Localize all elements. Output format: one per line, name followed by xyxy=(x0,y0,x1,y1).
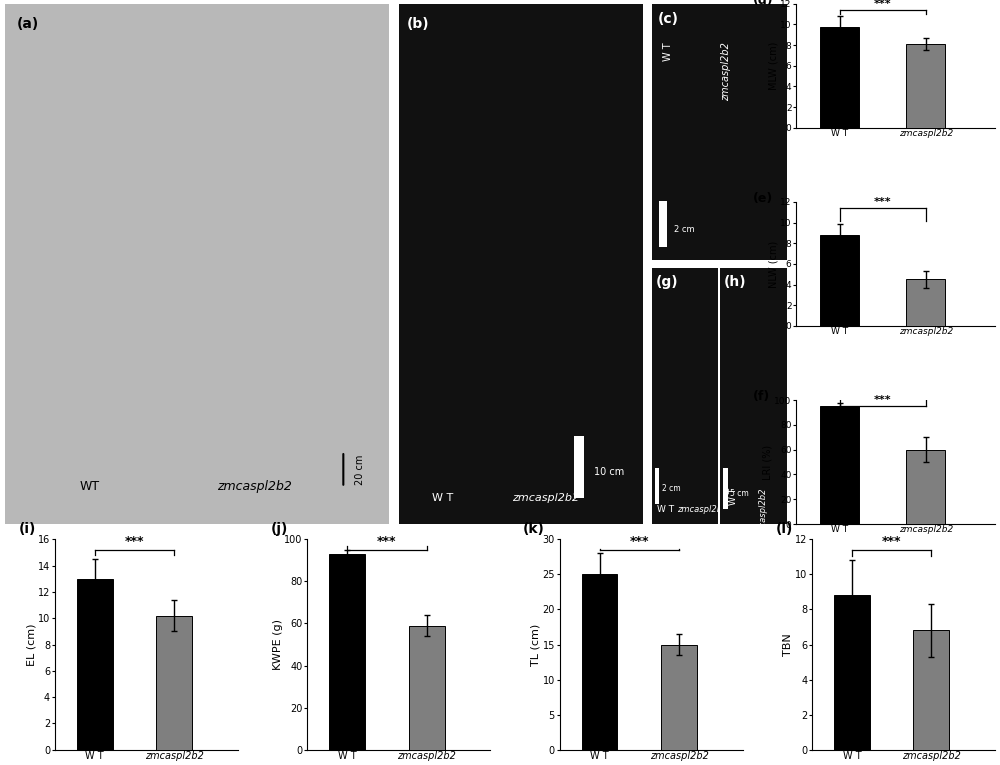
Text: zmcaspl2b2: zmcaspl2b2 xyxy=(677,505,727,514)
Text: 2 cm: 2 cm xyxy=(662,483,681,493)
Text: (g): (g) xyxy=(655,275,678,289)
Bar xyxy=(661,644,697,750)
Text: zmcaspl2b2: zmcaspl2b2 xyxy=(759,488,768,539)
Y-axis label: EL (cm): EL (cm) xyxy=(26,623,36,666)
Text: (f): (f) xyxy=(753,390,770,403)
Text: (i): (i) xyxy=(18,522,36,536)
Text: zmcaspl2b2: zmcaspl2b2 xyxy=(721,42,731,101)
Y-axis label: KWPE (g): KWPE (g) xyxy=(273,619,283,670)
Bar xyxy=(329,554,365,750)
Bar xyxy=(820,27,859,128)
Bar xyxy=(906,44,945,128)
Text: ***: *** xyxy=(377,536,397,549)
Text: ***: *** xyxy=(874,197,892,207)
Y-axis label: MLW (cm): MLW (cm) xyxy=(769,41,779,90)
Y-axis label: LRI (%): LRI (%) xyxy=(763,444,773,480)
Bar xyxy=(409,626,445,750)
Text: 5 cm: 5 cm xyxy=(730,489,749,498)
Bar xyxy=(820,235,859,326)
Text: 10 cm: 10 cm xyxy=(594,467,624,477)
Bar xyxy=(582,575,617,750)
Bar xyxy=(655,467,659,503)
Text: 2 cm: 2 cm xyxy=(674,225,694,234)
Text: (e): (e) xyxy=(753,192,773,205)
Text: (k): (k) xyxy=(523,522,545,536)
Text: W T: W T xyxy=(729,488,738,505)
Text: (h): (h) xyxy=(724,275,746,289)
Bar xyxy=(156,616,192,750)
Text: W T: W T xyxy=(663,42,673,61)
Bar xyxy=(834,595,870,750)
Bar xyxy=(906,450,945,524)
Text: W T: W T xyxy=(432,493,454,503)
Bar xyxy=(820,406,859,524)
Text: ***: *** xyxy=(125,536,144,549)
Text: ***: *** xyxy=(882,536,901,549)
Text: zmcaspl2b2: zmcaspl2b2 xyxy=(217,480,292,493)
Bar xyxy=(659,201,667,247)
Text: 20 cm: 20 cm xyxy=(355,454,365,484)
Text: ***: *** xyxy=(874,396,892,405)
Y-axis label: TBN: TBN xyxy=(783,633,793,656)
Text: ***: *** xyxy=(874,0,892,9)
Text: ***: *** xyxy=(630,536,649,549)
Bar xyxy=(574,435,584,498)
Y-axis label: TL (cm): TL (cm) xyxy=(531,623,541,666)
Text: (a): (a) xyxy=(17,17,39,31)
Y-axis label: NLW (cm): NLW (cm) xyxy=(769,240,779,288)
Bar xyxy=(913,630,949,750)
Text: (j): (j) xyxy=(271,522,288,536)
Text: (l): (l) xyxy=(776,522,793,536)
Text: WT: WT xyxy=(80,480,100,493)
Text: (d): (d) xyxy=(753,0,773,7)
Bar xyxy=(723,467,728,509)
Text: (b): (b) xyxy=(406,17,429,31)
Text: zmcaspl2b2: zmcaspl2b2 xyxy=(512,493,579,503)
Bar xyxy=(77,579,113,750)
Text: (c): (c) xyxy=(658,11,679,25)
Text: W T: W T xyxy=(657,505,674,514)
Bar xyxy=(906,279,945,326)
